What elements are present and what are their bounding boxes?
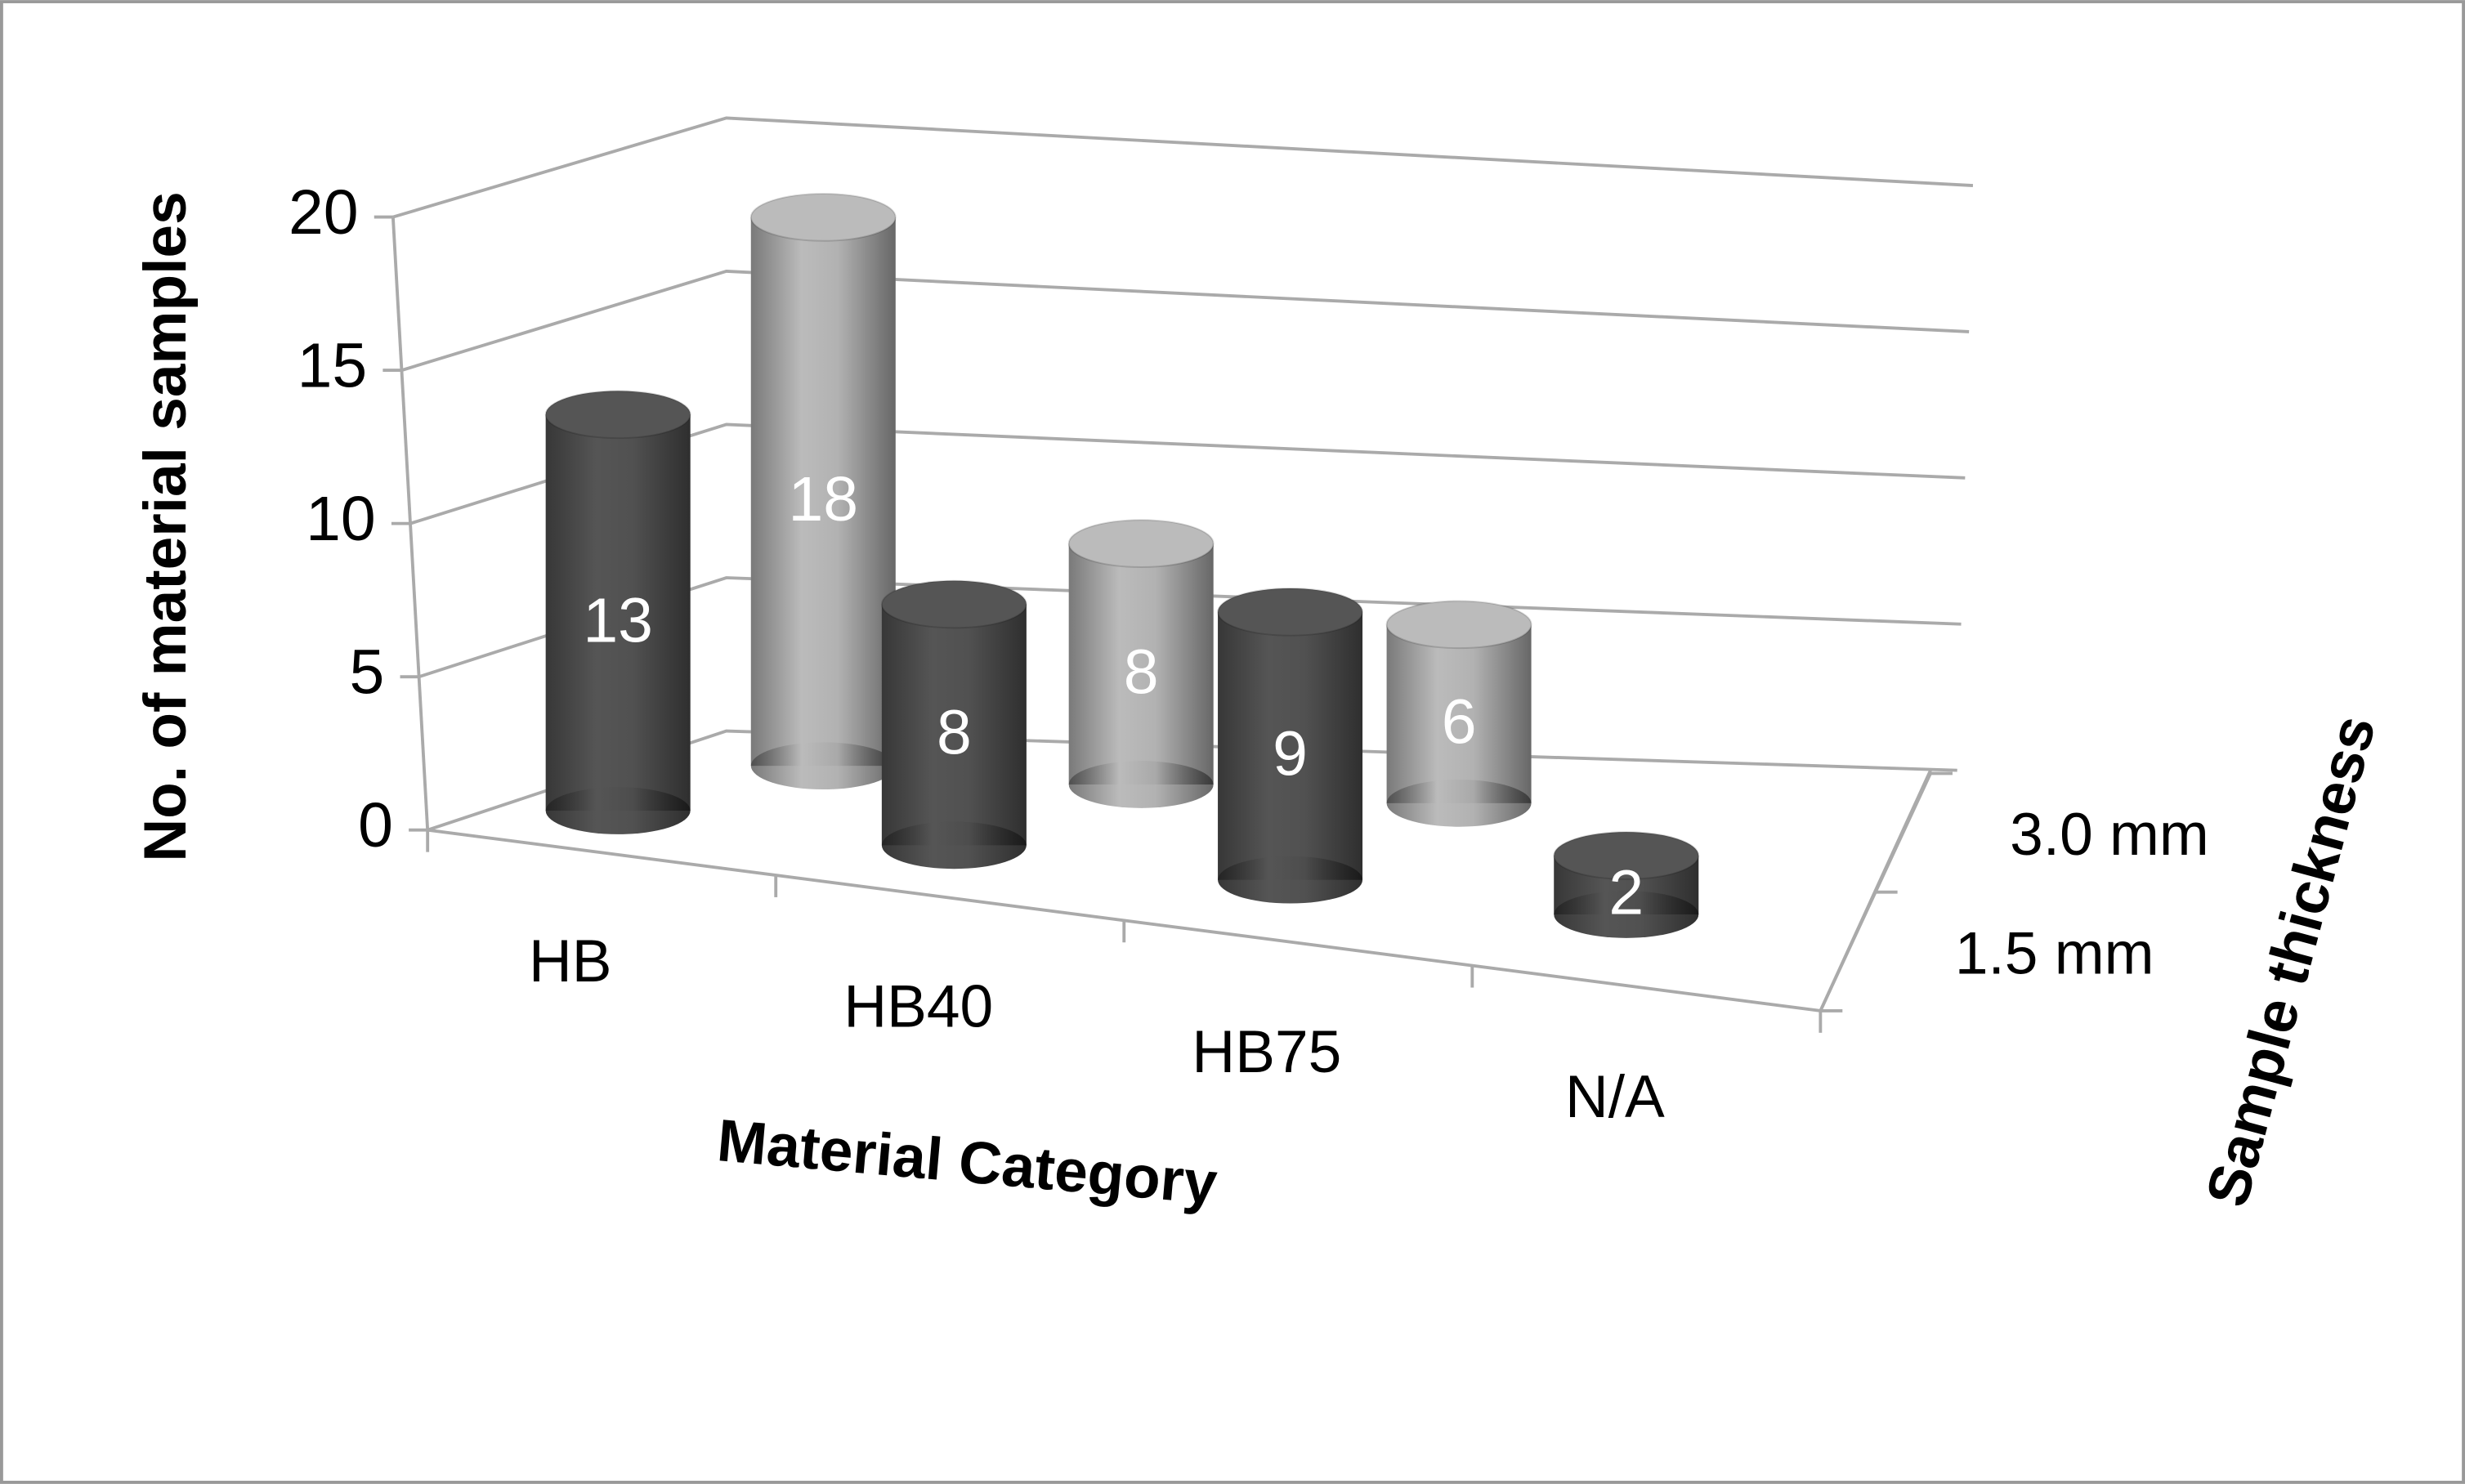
- cylinder-top: [1217, 588, 1363, 637]
- y-tick-label: 10: [306, 484, 376, 554]
- grid-line: [400, 269, 1970, 372]
- data-label: 8: [1124, 637, 1159, 707]
- x-tick-label: HB75: [1192, 1019, 1341, 1085]
- data-label: 8: [937, 698, 972, 768]
- cylinder-top: [880, 579, 1027, 629]
- y-tick-label: 15: [298, 330, 368, 400]
- cylinder-top: [749, 193, 897, 242]
- cylinder-shade: [1386, 624, 1532, 803]
- cylinder-top: [544, 390, 691, 440]
- grid-line: [392, 116, 1974, 219]
- cylinder-top: [1067, 519, 1215, 568]
- cylinder-shade: [1218, 611, 1363, 880]
- cylinder-bottom-shade: [750, 742, 896, 790]
- x-tick-label: N/A: [1565, 1064, 1665, 1130]
- cylinder-bottom-shade: [1554, 891, 1699, 938]
- cylinder-top: [1385, 600, 1532, 650]
- cylinder-bottom-shade: [545, 787, 691, 834]
- y-tick-label: 5: [350, 637, 385, 708]
- data-label: 13: [583, 585, 653, 655]
- x-tick-label: HB40: [843, 973, 993, 1039]
- data-label: 2: [1608, 858, 1644, 928]
- grid-line: [409, 422, 1966, 525]
- data-label: 6: [1442, 686, 1477, 757]
- x-tick-label: HB: [529, 928, 612, 995]
- cylinder-bottom-shade: [1386, 779, 1532, 827]
- cylinder-shade: [750, 217, 896, 767]
- data-label: 18: [789, 464, 859, 534]
- grid-line: [418, 576, 1962, 679]
- legend-label: 3.0 mm: [2010, 802, 2209, 868]
- cylinder-shade: [545, 414, 691, 811]
- y-axis-title: No. of material samples: [132, 191, 199, 861]
- cylinder-bottom-shade: [1068, 761, 1214, 808]
- legend-label: 1.5 mm: [1955, 920, 2154, 986]
- data-label: 9: [1273, 718, 1308, 789]
- y-tick-label: 20: [289, 177, 359, 248]
- cylinder-shade: [1068, 543, 1214, 785]
- cylinder-top: [1553, 831, 1700, 880]
- cylinder-bottom-shade: [881, 821, 1027, 869]
- cylinder-shade: [881, 604, 1027, 846]
- y-tick-label: 0: [358, 790, 393, 860]
- grid-line: [427, 729, 1957, 832]
- cylinder-bottom-shade: [1218, 856, 1363, 904]
